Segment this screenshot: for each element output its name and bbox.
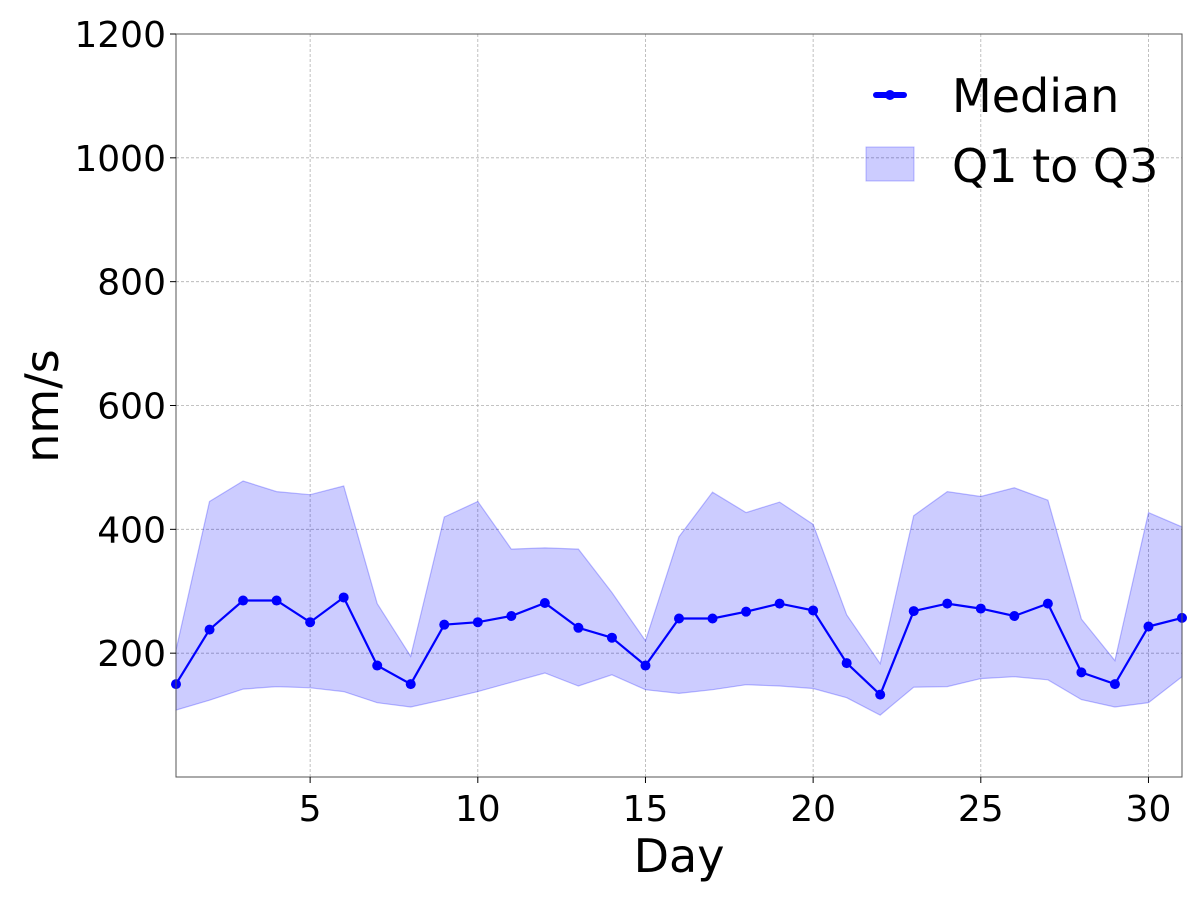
y-tick-label: 600 bbox=[97, 387, 166, 428]
median-point bbox=[1009, 611, 1020, 622]
x-axis-title: Day bbox=[634, 829, 725, 883]
x-tick-labels: 5 10 15 20 25 30 bbox=[299, 789, 1172, 830]
x-tick-label: 30 bbox=[1126, 789, 1172, 830]
x-tick-label: 10 bbox=[455, 789, 501, 830]
median-point bbox=[908, 606, 919, 617]
plot-frame bbox=[170, 33, 1183, 783]
median-point bbox=[405, 679, 416, 690]
median-point bbox=[573, 622, 584, 633]
legend-band-label: Q1 to Q3 bbox=[952, 139, 1158, 193]
median-point bbox=[204, 624, 215, 635]
x-tick-label: 20 bbox=[790, 789, 836, 830]
x-tick-label: 25 bbox=[958, 789, 1004, 830]
median-point bbox=[606, 632, 617, 643]
median-point bbox=[305, 617, 316, 628]
y-tick-label: 1200 bbox=[74, 15, 166, 56]
median-point bbox=[875, 689, 886, 700]
median-point bbox=[808, 605, 819, 616]
median-point bbox=[271, 595, 282, 606]
median-point bbox=[1076, 667, 1087, 678]
x-tick-label: 15 bbox=[623, 789, 669, 830]
y-tick-label: 400 bbox=[97, 510, 166, 551]
median-point bbox=[741, 606, 752, 617]
median-point bbox=[1109, 679, 1120, 690]
median-point bbox=[640, 660, 651, 671]
y-tick-label: 200 bbox=[97, 634, 166, 675]
median-point bbox=[841, 658, 852, 669]
legend-median-marker bbox=[885, 90, 895, 100]
median-point bbox=[372, 660, 383, 671]
median-point bbox=[238, 595, 249, 606]
median-point bbox=[942, 598, 953, 609]
y-tick-labels: 200 400 600 800 1000 1200 bbox=[74, 15, 166, 675]
median-point bbox=[674, 613, 684, 624]
q1-q3-band bbox=[175, 480, 1183, 716]
median-point bbox=[472, 617, 483, 628]
legend: Median Q1 to Q3 bbox=[865, 69, 1158, 193]
median-point bbox=[707, 613, 718, 624]
median-point bbox=[1042, 598, 1053, 609]
quartile-band-layer bbox=[175, 480, 1183, 716]
median-point bbox=[539, 598, 550, 609]
legend-band-swatch bbox=[865, 146, 915, 182]
median-point bbox=[1143, 621, 1154, 632]
x-tick-label: 5 bbox=[299, 789, 322, 830]
y-tick-label: 1000 bbox=[74, 139, 166, 180]
median-point bbox=[774, 598, 785, 609]
y-tick-label: 800 bbox=[97, 263, 166, 304]
median-point bbox=[975, 603, 986, 614]
median-point bbox=[506, 611, 517, 622]
median-line-layer bbox=[171, 592, 1187, 700]
median-point bbox=[338, 592, 349, 603]
legend-median-label: Median bbox=[952, 69, 1119, 123]
median-point bbox=[439, 619, 450, 630]
y-axis-title: nm/s bbox=[15, 349, 69, 462]
